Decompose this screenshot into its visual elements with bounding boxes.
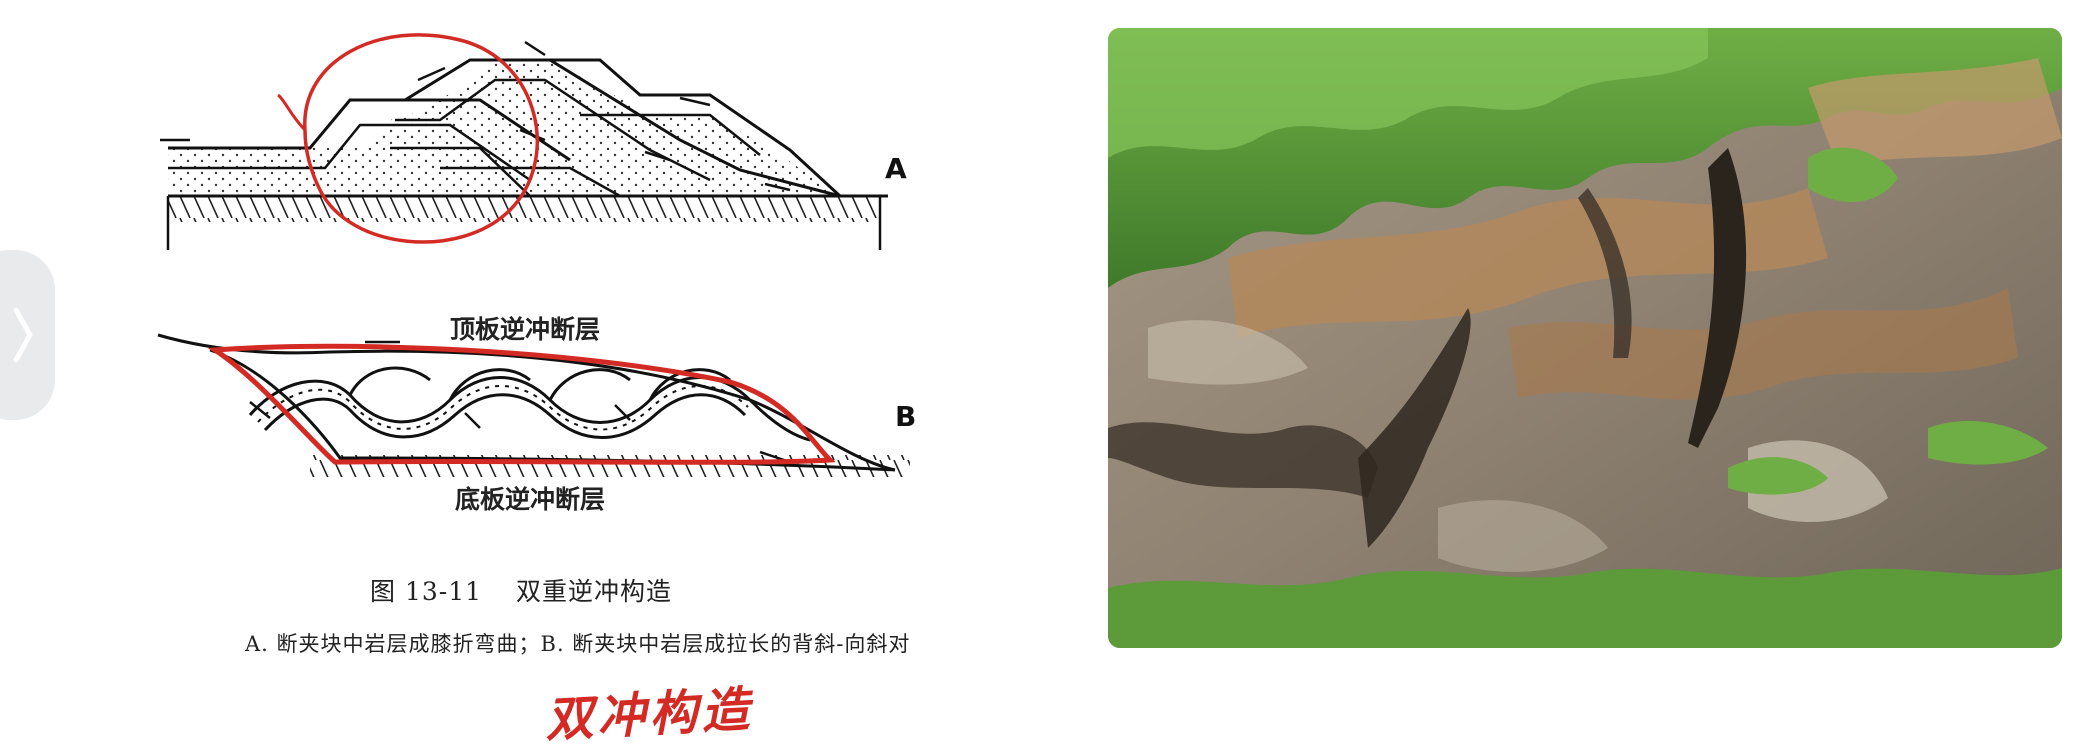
outcrop-photo	[1108, 28, 2062, 648]
outcrop-photo-image	[1108, 28, 2062, 648]
label-a: A	[885, 152, 907, 185]
diagram-a	[160, 33, 888, 250]
duplex-diagram-figure: A B 顶板逆冲断层 底板逆冲断层 图 13-11 双重逆冲构造 A. 断夹块中岩…	[150, 20, 920, 748]
label-b: B	[895, 400, 917, 433]
floor-fault-label: 底板逆冲断层	[455, 485, 606, 514]
diagram-b	[157, 333, 910, 477]
figure-caption: 图 13-11 双重逆冲构造	[370, 572, 672, 608]
duplex-diagram	[157, 33, 910, 477]
caption-title: 双重逆冲构造	[516, 577, 673, 606]
figure-subcaption: A. 断夹块中岩层成膝折弯曲；B. 断夹块中岩层成拉长的背斜-向斜对	[245, 632, 911, 656]
handwritten-note: 双冲构造	[543, 681, 755, 749]
roof-fault-label: 顶板逆冲断层	[450, 315, 601, 344]
side-drawer-tab[interactable]	[0, 250, 55, 420]
caption-number: 图 13-11	[370, 577, 483, 606]
chevron-right-icon	[13, 307, 33, 363]
